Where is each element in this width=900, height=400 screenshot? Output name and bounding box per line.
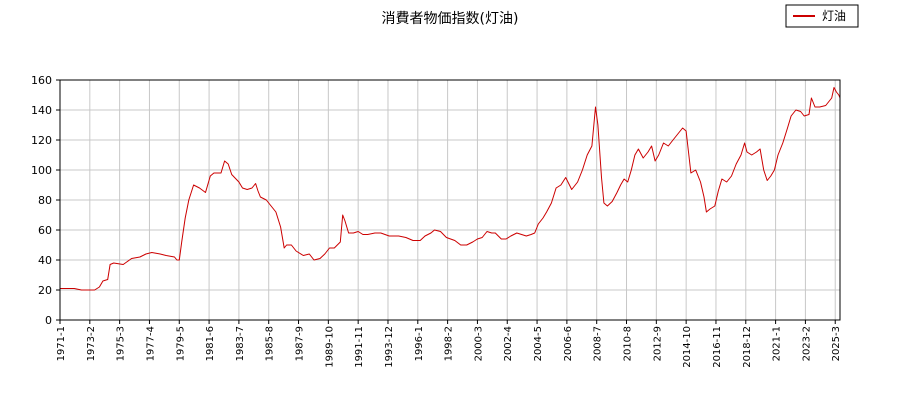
x-tick-label: 2006-6 [563,326,574,361]
x-tick-label: 1998-2 [444,326,455,361]
x-tick-label: 1983-7 [235,326,246,361]
x-tick-label: 2018-12 [742,326,753,368]
y-tick-label: 80 [38,194,52,207]
x-tick-label: 1981-6 [205,326,216,361]
x-tick-label: 1989-10 [324,326,335,368]
y-tick-label: 120 [31,134,52,147]
legend: 灯油 [785,4,859,28]
x-tick-label: 1985-8 [265,326,276,361]
x-tick-label: 1975-3 [116,326,127,361]
x-tick-label: 1996-1 [414,326,425,361]
y-tick-label: 20 [38,284,52,297]
y-tick-label: 40 [38,254,52,267]
x-tick-label: 2010-8 [623,326,634,361]
x-tick-label: 2023-2 [801,326,812,361]
x-tick-label: 2004-5 [533,326,544,361]
x-tick-label: 2016-11 [712,326,723,368]
legend-box [785,4,859,28]
x-tick-label: 1973-2 [86,326,97,361]
series-line-kerosene [60,87,841,291]
x-tick-label: 2021-1 [772,326,783,361]
series-layer [60,87,841,291]
y-tick-label: 100 [31,164,52,177]
legend-label: 灯油 [822,9,846,23]
x-axis-ticks: 1971-1 1973-2 1975-3 1977-4 1979-5 1981-6 1983… [56,320,842,368]
y-tick-label: 60 [38,224,52,237]
plot-frame [59,79,841,321]
x-tick-label: 2002-4 [503,326,514,361]
x-tick-label: 2000-3 [473,326,484,361]
x-tick-label: 1991-11 [354,326,365,368]
x-tick-label: 1979-5 [175,326,186,361]
x-tick-label: 2014-10 [682,326,693,368]
x-tick-label: 1987-9 [295,326,306,361]
x-tick-label: 2012-9 [652,326,663,361]
x-tick-label: 1977-4 [145,326,156,361]
y-tick-label: 0 [45,314,52,327]
x-tick-label: 1993-12 [384,326,395,368]
y-tick-label: 160 [31,74,52,87]
x-tick-label: 2008-7 [593,326,604,361]
y-tick-label: 140 [31,104,52,117]
x-tick-label: 1971-1 [56,326,67,361]
grid [59,79,840,321]
x-tick-label: 2025-3 [831,326,842,361]
y-axis-ticks: 0 20 40 60 80 100 120 140 160 [31,74,60,327]
chart-title: 消費者物価指数(灯油) [382,11,519,27]
